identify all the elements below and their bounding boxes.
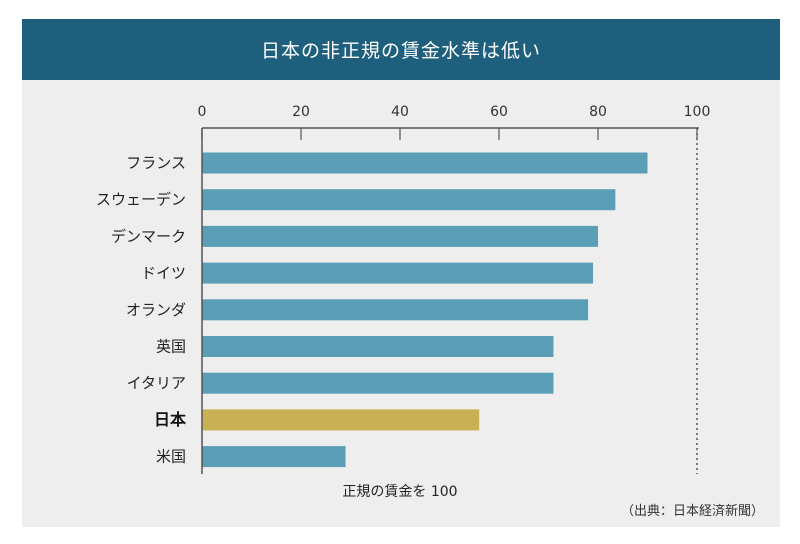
bar-5 <box>202 299 589 321</box>
category-label: スウェーデン <box>96 191 186 209</box>
bar-8 <box>202 409 480 431</box>
bar-1 <box>202 152 648 174</box>
category-label: ドイツ <box>141 264 186 282</box>
category-label: フランス <box>126 154 186 172</box>
x-tick-label: 80 <box>589 104 607 120</box>
bar-9 <box>202 446 346 468</box>
x-tick-label: 100 <box>684 104 711 120</box>
x-axis-label: 正規の賃金を 100 <box>342 484 457 500</box>
x-tick-label: 60 <box>490 104 508 120</box>
category-label: イタリア <box>127 374 186 392</box>
category-label: オランダ <box>126 301 186 319</box>
category-label: デンマーク <box>111 227 186 245</box>
x-axis-ticks: 0 20 40 60 80 100 <box>198 104 711 140</box>
x-tick-label: 0 <box>198 104 207 120</box>
chart-title-banner: 日本の非正規の賃金水準は低い <box>22 19 780 80</box>
category-label: 英国 <box>156 338 186 356</box>
bar-4 <box>202 262 594 284</box>
x-tick-label: 40 <box>391 104 409 120</box>
chart-title: 日本の非正規の賃金水準は低い <box>260 40 541 62</box>
bars <box>202 152 648 468</box>
x-tick-label: 20 <box>292 104 310 120</box>
bar-3 <box>202 225 598 247</box>
bar-6 <box>202 336 554 357</box>
bar-7 <box>202 372 554 394</box>
category-label: 米国 <box>156 448 186 466</box>
bar-2 <box>202 189 616 211</box>
category-label: 日本 <box>154 410 186 429</box>
source-note: （出典：日本経済新聞） <box>621 503 764 519</box>
